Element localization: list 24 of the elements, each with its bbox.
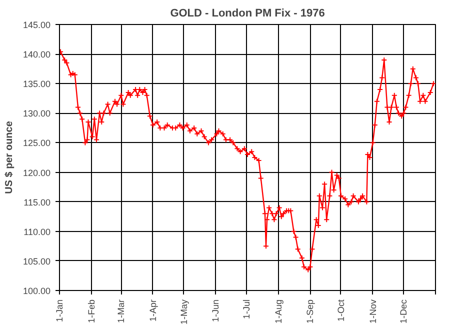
y-tick-label: 125.00 — [22, 138, 51, 148]
x-tick-label: 1-Dec — [398, 299, 409, 324]
y-axis-title: US $ per ounce — [4, 120, 15, 194]
x-tick-label: 1-Feb — [86, 299, 96, 324]
x-tick-label: 1-Mar — [116, 299, 126, 323]
chart-title: GOLD - London PM Fix - 1976 — [170, 8, 325, 20]
y-tick-label: 130.00 — [22, 108, 51, 119]
x-tick-label: 1-Jun — [210, 300, 221, 322]
x-tick-label: 1-Nov — [368, 299, 378, 324]
x-tick-label: 1-Oct — [336, 299, 346, 322]
y-tick-label: 115.00 — [24, 197, 50, 208]
y-tick-label: 120.00 — [22, 168, 51, 178]
y-tick-label: 100.00 — [22, 286, 51, 296]
x-tick-label: 1-Apr — [148, 299, 158, 322]
y-tick-label: 145.00 — [22, 20, 51, 30]
y-tick-label: 105.00 — [22, 256, 51, 266]
x-tick-label: 1-Aug — [273, 299, 284, 324]
x-tick-label: 1-Sep — [305, 299, 316, 324]
y-tick-label: 110.00 — [24, 226, 50, 237]
x-tick-label: 1-May — [178, 299, 189, 325]
x-tick-label: 1-Jan — [54, 300, 64, 322]
x-tick-label: 1-Jul — [241, 299, 252, 320]
y-tick-label: 140.00 — [22, 50, 51, 60]
y-tick-label: 135.00 — [22, 79, 51, 90]
